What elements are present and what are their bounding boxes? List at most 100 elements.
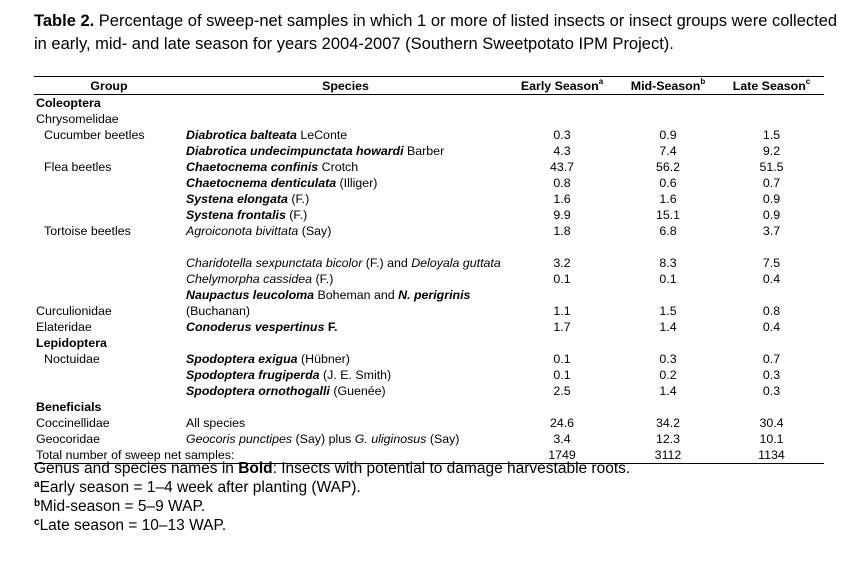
species-text: Chelymorpha cassidea [186, 272, 313, 286]
species-text: Agroiconota bivittata [186, 224, 299, 238]
mid-value: 56.2 [655, 160, 681, 174]
group-cell [34, 239, 184, 271]
species-text: Charidotella sexpunctata bicolor [186, 256, 363, 270]
species-text: Chaetocnema denticulata [186, 176, 337, 190]
late-value: 0.3 [762, 384, 781, 398]
late-value: 3.7 [762, 224, 781, 238]
header-mid-label: Mid-Season [630, 79, 701, 93]
mid-value [617, 111, 719, 127]
group-cell: Flea beetles [44, 160, 112, 174]
group-cell [34, 207, 184, 223]
species-text: LeConte [296, 128, 348, 142]
species-cell: Spodoptera exigua (Hübner) [184, 351, 507, 367]
early-value: 2.5 [553, 384, 571, 398]
table-row: Charidotella sexpunctata bicolor (F.) an… [34, 239, 824, 271]
footnote-bold-post: : Insects with potential to damage harve… [272, 460, 631, 477]
header-group: Group [34, 76, 184, 95]
species-text: Spodoptera frugiperda [186, 368, 320, 382]
total-early: 1749 [507, 447, 617, 464]
species-text: Spodoptera ornothogalli [186, 384, 330, 398]
species-text: (Guenée) [329, 384, 386, 398]
species-text: (Say) plus [292, 432, 355, 446]
total-label: Total number of sweep net samples: [34, 447, 507, 464]
late-value [719, 399, 824, 415]
species-cell: Chaetocnema confinis Crotch [184, 159, 507, 175]
species-text: N. perigrinis [398, 288, 471, 302]
early-value: 9.9 [553, 208, 571, 222]
footnote-bold-word: Bold [238, 460, 273, 477]
species-text: All species [186, 416, 246, 430]
early-value: 0.1 [553, 272, 571, 286]
species-cell: Conoderus vespertinus F. [184, 319, 507, 335]
mid-value: 1.4 [659, 384, 677, 398]
species-text: Conoderus vespertinus [186, 320, 325, 334]
table-row: Geocoridae Geocoris punctipes (Say) plus … [34, 431, 824, 447]
species-cell: Diabrotica undecimpunctata howardi Barbe… [184, 143, 507, 159]
insect-table: Group Species Early Seasona Mid-Seasonb … [34, 76, 824, 464]
footnote-a: aEarly season = 1–4 week after planting … [34, 478, 844, 497]
late-value: 0.3 [762, 368, 781, 382]
species-cell: Chelymorpha cassidea (F.) [184, 271, 507, 287]
footnote-c-text: Late season = 10–13 WAP. [39, 517, 227, 534]
total-mid: 3112 [617, 447, 719, 464]
species-cell [184, 111, 507, 127]
footnote-a-text: Early season = 1–4 week after planting (… [39, 479, 361, 496]
group-cell: Lepidoptera [36, 336, 107, 350]
mid-value: 0.3 [659, 352, 677, 366]
table-caption: Table 2. Percentage of sweep-net samples… [34, 10, 844, 56]
mid-value: 1.6 [659, 192, 677, 206]
footnote-b: bMid-season = 5–9 WAP. [34, 497, 844, 516]
mid-value: 0.1 [659, 272, 677, 286]
early-value [507, 399, 617, 415]
group-cell: Chrysomelidae [36, 112, 119, 126]
species-text: (Hübner) [297, 352, 350, 366]
species-cell: All species [184, 415, 507, 431]
early-value: 1.7 [553, 320, 571, 334]
species-text: Chaetocnema confinis [186, 160, 319, 174]
group-cell [34, 271, 184, 287]
species-cell: Chaetocnema denticulata (Illiger) [184, 175, 507, 191]
mid-value [617, 399, 719, 415]
group-cell: Coleoptera [36, 96, 101, 110]
early-value: 3.4 [553, 432, 571, 446]
header-early-label: Early Season [520, 79, 599, 93]
table-row: Flea beetles Chaetocnema confinis Crotch 4… [34, 159, 824, 175]
group-cell: Noctuidae [44, 352, 100, 366]
header-mid: Mid-Seasonb [617, 76, 719, 95]
total-late: 1134 [719, 447, 824, 464]
early-value: 1.1 [553, 304, 571, 318]
group-cell: Elateridae [36, 320, 92, 334]
family-row: Chrysomelidae [34, 111, 824, 127]
caption-label: Table 2. [34, 12, 95, 30]
footnote-bold: Genus and species names in Bold: Insects… [34, 459, 844, 478]
early-value: 43.7 [549, 160, 575, 174]
late-value: 0.7 [762, 176, 781, 190]
species-text: (J. E. Smith) [319, 368, 392, 382]
group-cell: Beneficials [36, 400, 102, 414]
table-row: Systena frontalis (F.) 9.9 15.1 0.9 [34, 207, 824, 223]
table-row: Noctuidae Spodoptera exigua (Hübner) 0.1 0.… [34, 351, 824, 367]
late-value: 30.4 [759, 416, 784, 430]
species-cell: Systena elongata (F.) [184, 191, 507, 207]
table-row: Chelymorpha cassidea (F.) 0.1 0.1 0.4 [34, 271, 824, 287]
species-text: G. uliginosus [354, 432, 427, 446]
mid-value: 6.8 [659, 224, 677, 238]
species-cell [184, 399, 507, 415]
species-cell: Naupactus leucoloma Boheman and N. perig… [184, 287, 507, 319]
table-body: Coleoptera Chrysomelidae Cucumber beetles D… [34, 95, 824, 448]
species-text: (F.) [312, 272, 334, 286]
header-mid-sup: b [700, 77, 706, 86]
species-cell: Agroiconota bivittata (Say) [184, 223, 507, 239]
species-cell: Diabrotica balteata LeConte [184, 127, 507, 143]
species-text: Geocoris punctipes [186, 432, 293, 446]
species-text: Spodoptera exigua [186, 352, 298, 366]
mid-value: 8.3 [659, 256, 677, 270]
group-cell: Coccinellidae [36, 416, 110, 430]
species-cell [184, 95, 507, 112]
species-cell: Spodoptera frugiperda (J. E. Smith) [184, 367, 507, 383]
table-row: Chaetocnema denticulata (Illiger) 0.8 0.6 0… [34, 175, 824, 191]
early-value: 1.8 [553, 224, 571, 238]
table-row: Elateridae Conoderus vespertinus F. 1.7 1.4… [34, 319, 824, 335]
early-value: 0.3 [553, 128, 571, 142]
species-text: (F.) [287, 192, 310, 206]
